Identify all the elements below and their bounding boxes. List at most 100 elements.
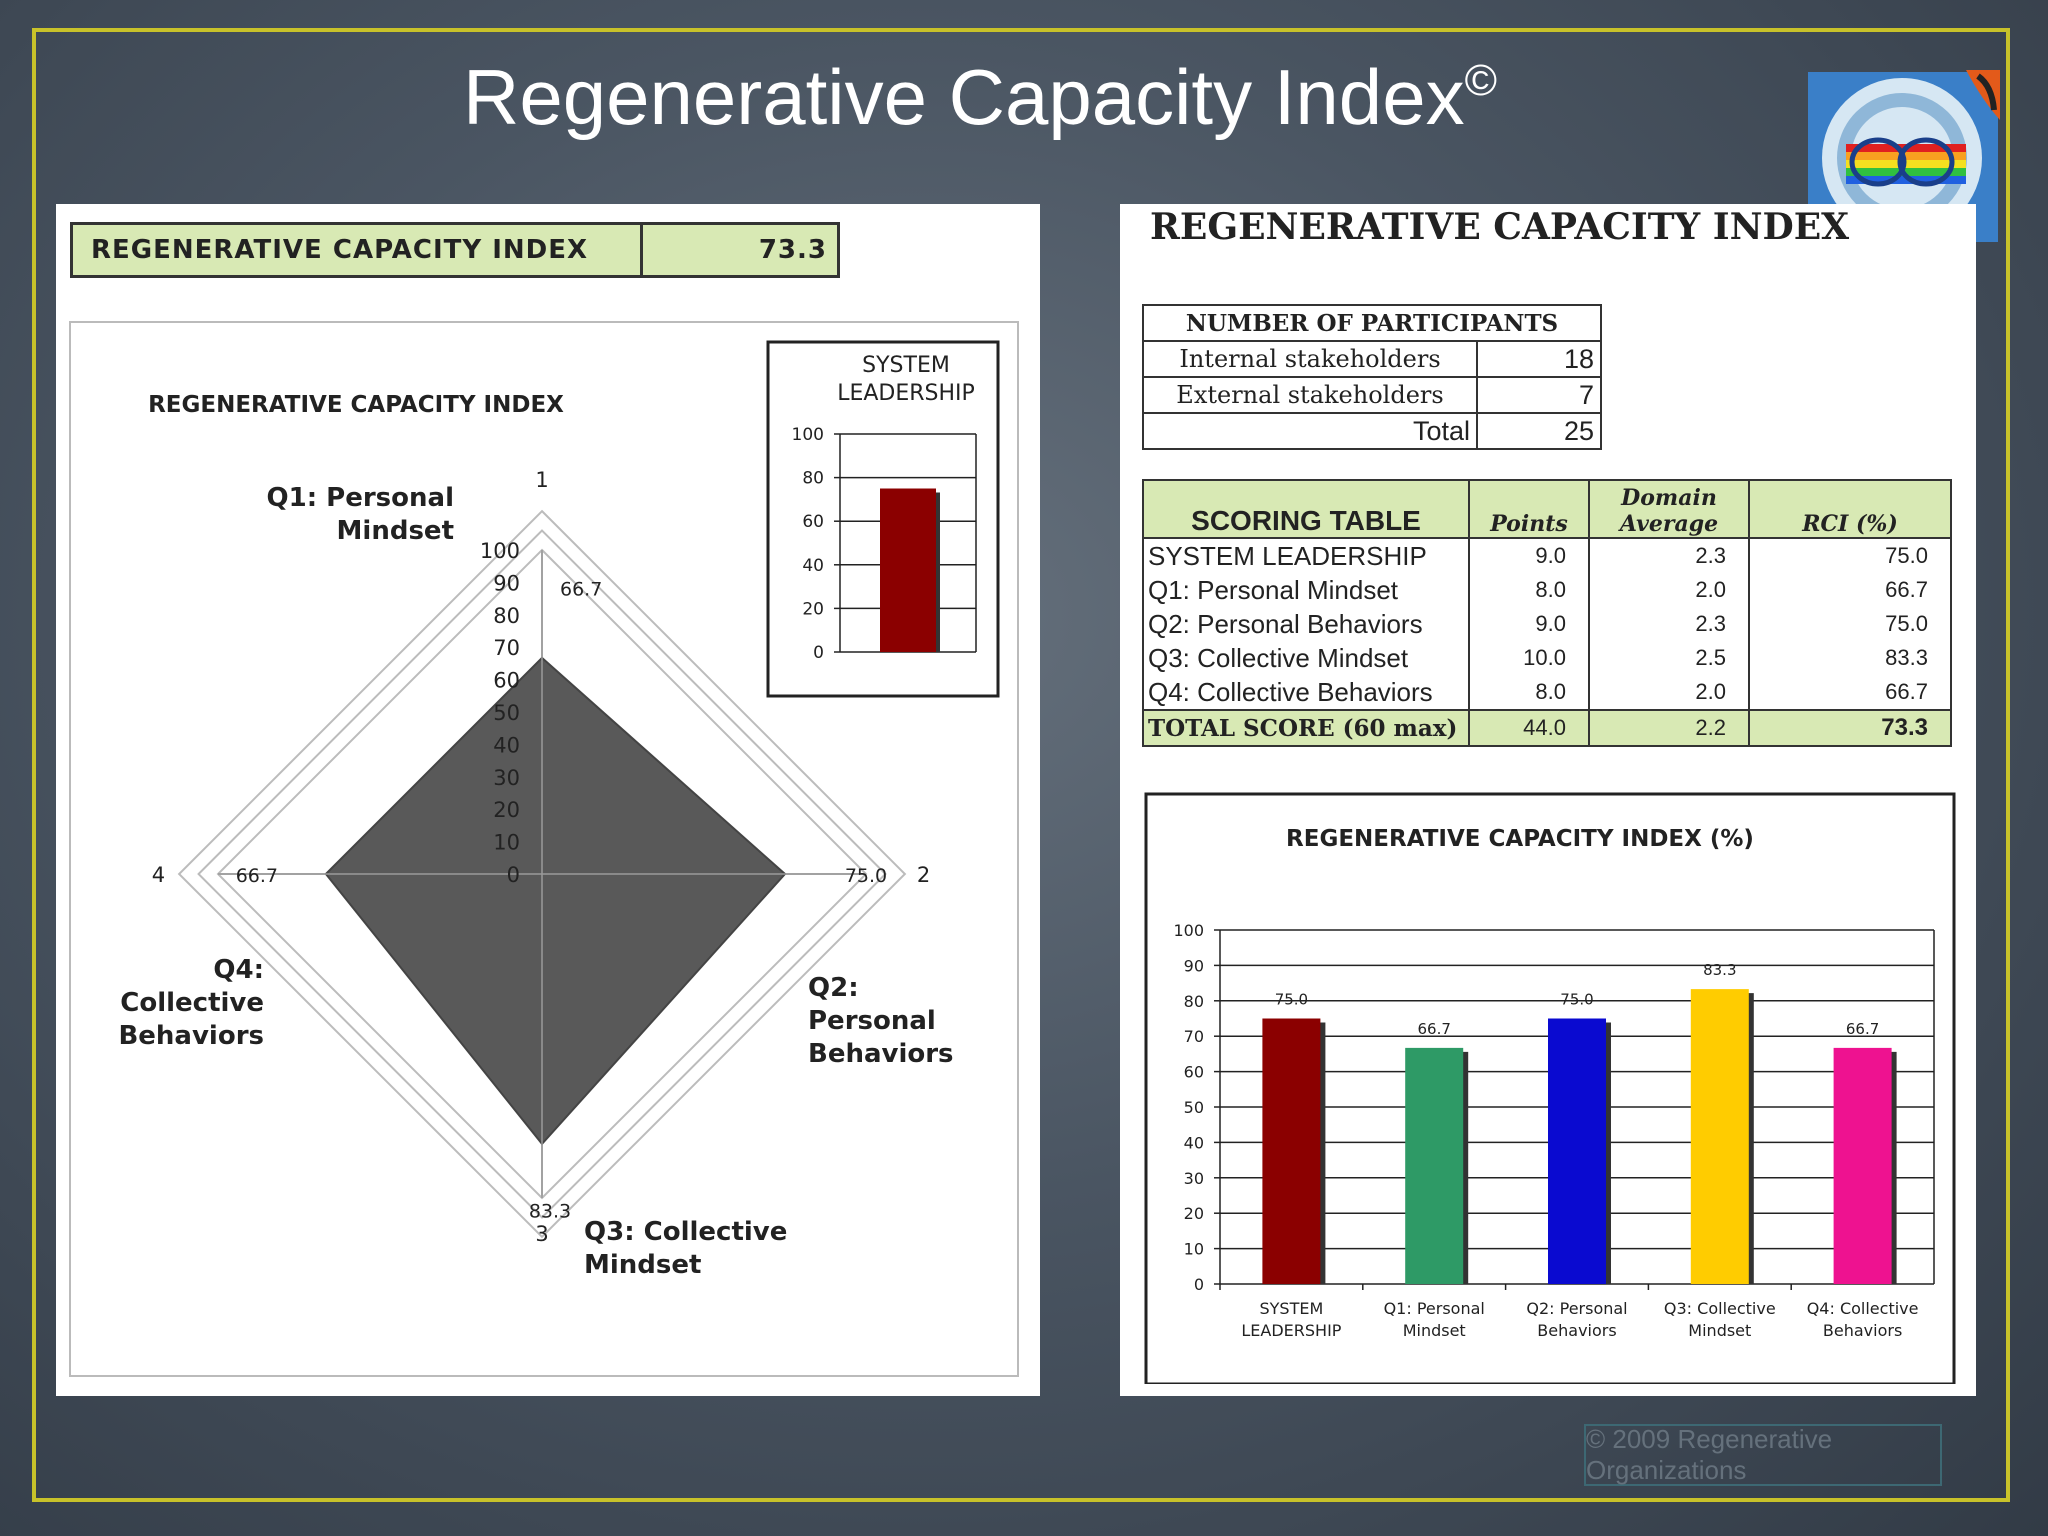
- row-rci: 66.7: [1748, 675, 1952, 710]
- header-average: Average: [1619, 511, 1719, 537]
- bar-data-label: 83.3: [1703, 961, 1736, 979]
- radar-chart: REGENERATIVE CAPACITY INDEX 010203040506…: [69, 321, 1019, 1377]
- radar-value-label: 75.0: [845, 865, 887, 887]
- participants-header: NUMBER OF PARTICIPANTS: [1142, 304, 1602, 342]
- right-panel-title: REGENERATIVE CAPACITY INDEX: [1150, 206, 1850, 248]
- slide-frame: [32, 28, 2010, 1502]
- bar-category-label: Mindset: [1403, 1321, 1466, 1340]
- bar-tick-label: 70: [1184, 1027, 1204, 1046]
- table-row: Q2: Personal Behaviors 9.0 2.3 75.0: [1142, 607, 1952, 641]
- table-row: SYSTEM LEADERSHIP 9.0 2.3 75.0: [1142, 538, 1952, 573]
- row-points: 8.0: [1468, 675, 1590, 710]
- bar: [1690, 989, 1749, 1284]
- radar-chart-border: [69, 321, 1019, 1377]
- total-points: 44.0: [1468, 709, 1590, 747]
- bar: [1405, 1047, 1464, 1284]
- row-points: 8.0: [1468, 573, 1590, 607]
- radar-tick-label: 70: [493, 636, 520, 660]
- sl-tick-label: 60: [802, 512, 824, 532]
- left-panel: REGENERATIVE CAPACITY INDEX 73.3 REGENER…: [56, 204, 1040, 1396]
- bar-category-label: Mindset: [1688, 1321, 1751, 1340]
- row-rci: 75.0: [1748, 607, 1952, 641]
- radar-category-label: Q1: Personal: [267, 483, 454, 513]
- table-row: Q4: Collective Behaviors 8.0 2.0 66.7: [1142, 675, 1952, 710]
- radar-frame: [197, 529, 887, 1219]
- radar-value-label: 83.3: [529, 1200, 571, 1222]
- radar-tick-label: 30: [493, 766, 520, 790]
- row-average: 2.5: [1588, 641, 1750, 675]
- sl-tick-label: 100: [792, 425, 824, 445]
- bar-tick-label: 0: [1194, 1275, 1204, 1294]
- bar-data-label: 75.0: [1560, 991, 1593, 1009]
- bar-tick-label: 80: [1184, 992, 1204, 1011]
- row-points: 10.0: [1468, 641, 1590, 675]
- sl-chart-title: SYSTEM: [862, 353, 950, 378]
- radar-tick-label: 80: [493, 604, 520, 628]
- bar-tick-label: 40: [1184, 1133, 1204, 1152]
- radar-value-label: 66.7: [560, 578, 602, 600]
- total-rci: 73.3: [1748, 709, 1952, 747]
- row-average: 2.0: [1588, 675, 1750, 710]
- radar-frame: [177, 509, 907, 1239]
- rci-summary-value: 73.3: [758, 235, 827, 265]
- rci-summary-box: REGENERATIVE CAPACITY INDEX 73.3: [70, 222, 840, 278]
- table-row: Q3: Collective Mindset 10.0 2.5 83.3: [1142, 641, 1952, 675]
- row-points: 9.0: [1468, 607, 1590, 641]
- bar-data-label: 75.0: [1275, 991, 1308, 1009]
- radar-category-label: Collective: [120, 988, 264, 1018]
- participant-value: 7: [1476, 376, 1602, 414]
- right-panel: REGENERATIVE CAPACITY INDEX NUMBER OF PA…: [1120, 204, 1976, 1396]
- radar-tick-label: 100: [480, 539, 520, 563]
- radar-axis-number: 2: [917, 863, 930, 887]
- bar-tick-label: 100: [1173, 921, 1204, 940]
- table-row: External stakeholders 7: [1142, 376, 1602, 414]
- radar-tick-label: 10: [493, 831, 520, 855]
- participant-label: External stakeholders: [1142, 376, 1478, 414]
- radar-tick-label: 60: [493, 669, 520, 693]
- participants-table: NUMBER OF PARTICIPANTS Internal stakehol…: [1142, 304, 1602, 450]
- bar: [1833, 1047, 1892, 1284]
- radar-tick-label: 0: [507, 863, 520, 887]
- rci-summary-label: REGENERATIVE CAPACITY INDEX: [73, 225, 643, 275]
- row-label: Q1: Personal Mindset: [1142, 573, 1470, 607]
- row-average: 2.3: [1588, 607, 1750, 641]
- bar-category-label: Behaviors: [1537, 1321, 1616, 1340]
- sl-tick-label: 0: [813, 643, 824, 663]
- bar-tick-label: 90: [1184, 956, 1204, 975]
- radar-category-label: Behaviors: [808, 1039, 954, 1069]
- scoring-header-domain-average: Domain Average: [1588, 479, 1750, 539]
- radar-tick-label: 40: [493, 733, 520, 757]
- participant-value: 18: [1476, 340, 1602, 378]
- bar-chart-title: REGENERATIVE CAPACITY INDEX (%): [1286, 826, 1754, 852]
- scoring-table: SCORING TABLE Points Domain Average RCI (…: [1142, 479, 1952, 747]
- radar-category-label: Personal: [808, 1006, 936, 1036]
- sl-tick-label: 20: [802, 599, 824, 619]
- bar-tick-label: 10: [1184, 1240, 1204, 1259]
- row-label: SYSTEM LEADERSHIP: [1142, 538, 1470, 573]
- slide-title: Regenerative Capacity Index©: [462, 53, 1497, 141]
- participant-total-label: Total: [1142, 412, 1478, 450]
- bar-tick-label: 30: [1184, 1169, 1204, 1188]
- sl-chart-title: LEADERSHIP: [837, 381, 975, 406]
- header-domain: Domain: [1621, 485, 1717, 511]
- row-average: 2.3: [1588, 538, 1750, 573]
- bar-category-label: SYSTEM: [1260, 1299, 1324, 1318]
- table-row: Q1: Personal Mindset 8.0 2.0 66.7: [1142, 573, 1952, 607]
- participant-label: Internal stakeholders: [1142, 340, 1478, 378]
- sl-tick-label: 80: [802, 469, 824, 489]
- row-points: 9.0: [1468, 538, 1590, 573]
- bar-category-label: LEADERSHIP: [1241, 1321, 1341, 1340]
- radar-category-label: Q4:: [213, 955, 264, 985]
- radar-tick-label: 90: [493, 571, 520, 595]
- row-rci: 83.3: [1748, 641, 1952, 675]
- table-row: Internal stakeholders 18: [1142, 340, 1602, 378]
- row-label: Q2: Personal Behaviors: [1142, 607, 1470, 641]
- radar-axis-number: 3: [535, 1222, 548, 1246]
- row-label: Q3: Collective Mindset: [1142, 641, 1470, 675]
- bar: [1262, 1018, 1321, 1284]
- bar-data-label: 66.7: [1417, 1020, 1450, 1038]
- total-average: 2.2: [1588, 709, 1750, 747]
- sl-bar: [880, 488, 936, 652]
- bar-category-label: Q1: Personal: [1384, 1299, 1485, 1318]
- bar-category-label: Q3: Collective: [1664, 1299, 1776, 1318]
